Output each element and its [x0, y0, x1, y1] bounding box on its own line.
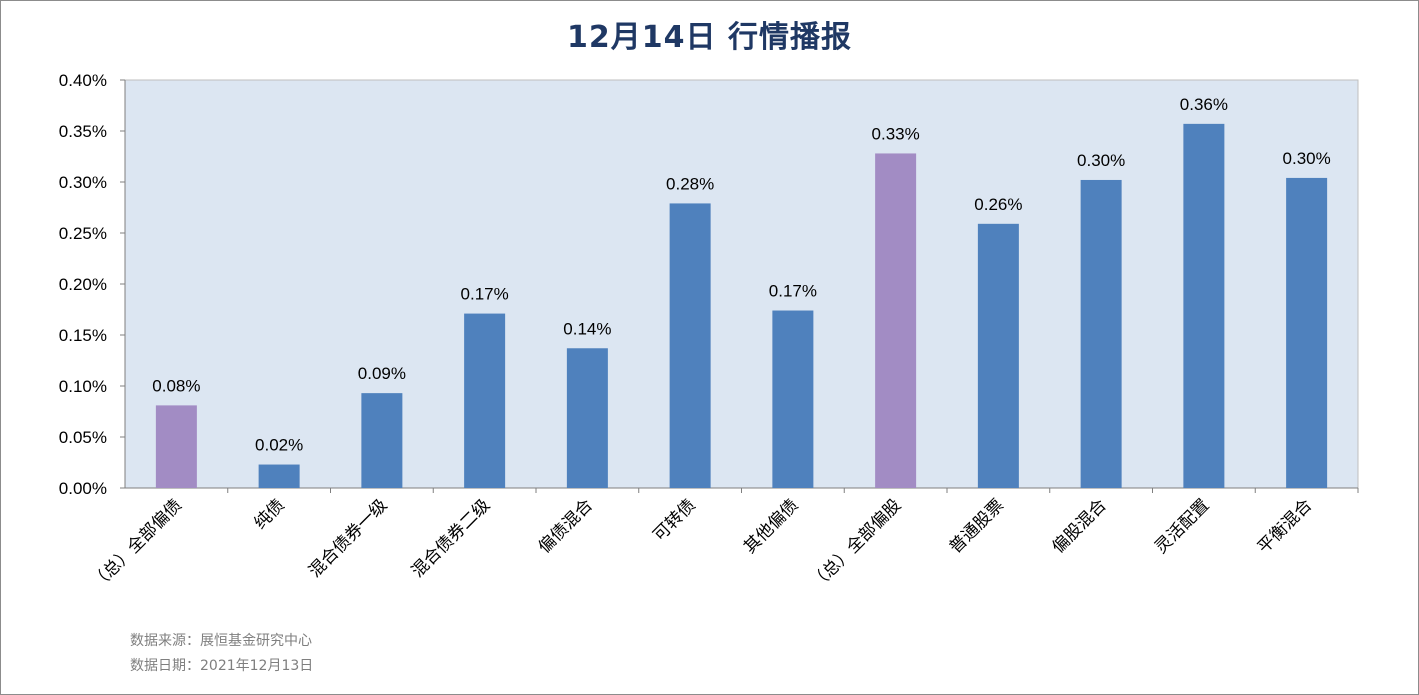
category-label: 灵活配置: [1151, 495, 1213, 557]
data-label: 0.09%: [358, 364, 406, 383]
data-date-note: 数据日期：2021年12月13日: [130, 658, 314, 674]
data-label: 0.36%: [1180, 95, 1228, 114]
category-label: 混合债券二级: [408, 495, 494, 581]
category-label: 其他偏债: [740, 495, 802, 557]
category-label: 纯债: [250, 495, 288, 533]
bar: [155, 405, 197, 488]
bar: [258, 464, 300, 488]
category-label: （总）全部偏股: [807, 495, 905, 593]
data-label: 0.02%: [255, 436, 303, 455]
data-label: 0.30%: [1077, 151, 1125, 170]
bar: [875, 153, 917, 488]
bar: [464, 313, 506, 488]
data-label: 0.08%: [152, 376, 200, 395]
plot-area: [124, 79, 1359, 489]
data-label: 0.17%: [769, 282, 817, 301]
chart-title: 12月14日 行情播报: [567, 20, 852, 55]
bar: [977, 223, 1019, 488]
bar: [1080, 179, 1122, 488]
bar: [772, 310, 814, 488]
category-label: 混合债券一级: [305, 495, 391, 581]
y-tick-label: 0.25%: [59, 224, 107, 243]
y-tick-label: 0.00%: [59, 479, 107, 498]
data-source-note: 数据来源：展恒基金研究中心: [130, 633, 312, 649]
bar: [669, 203, 711, 489]
data-label: 0.28%: [666, 174, 714, 193]
y-tick-label: 0.40%: [59, 71, 107, 90]
bar: [1286, 177, 1328, 489]
y-tick-label: 0.30%: [59, 173, 107, 192]
bar: [1183, 123, 1225, 489]
data-label: 0.33%: [872, 124, 920, 143]
y-tick-label: 0.05%: [59, 428, 107, 447]
category-label: 平衡混合: [1254, 495, 1316, 557]
data-label: 0.17%: [461, 285, 509, 304]
y-tick-label: 0.20%: [59, 275, 107, 294]
category-label: 可转债: [649, 495, 699, 545]
category-label: 偏股混合: [1048, 495, 1110, 557]
category-label: （总）全部偏债: [88, 495, 186, 593]
data-label: 0.26%: [974, 195, 1022, 214]
category-label: 普通股票: [946, 495, 1008, 557]
category-label: 偏债混合: [535, 495, 597, 557]
data-label: 0.30%: [1283, 149, 1331, 168]
y-tick-label: 0.10%: [59, 377, 107, 396]
bar: [566, 348, 608, 488]
bar: [361, 393, 403, 488]
y-tick-label: 0.15%: [59, 326, 107, 345]
y-tick-label: 0.35%: [59, 122, 107, 141]
data-label: 0.14%: [563, 319, 611, 338]
